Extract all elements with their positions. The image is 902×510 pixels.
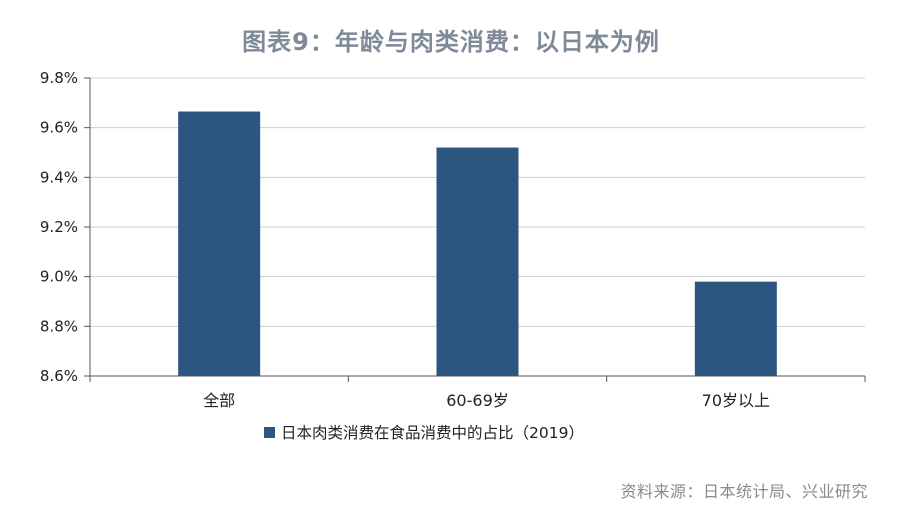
chart-title: 图表9：年龄与肉类消费：以日本为例 [242, 28, 660, 56]
legend: 日本肉类消费在食品消费中的占比（2019） [264, 424, 584, 442]
bar [694, 281, 777, 376]
y-tick-label: 9.8% [40, 69, 78, 87]
y-tick-label: 9.6% [40, 119, 78, 137]
bar-chart: 8.6% 8.8% 9.0% 9.2% 9.4% 9.6% 9.8% 全部 60-69岁 70岁… [40, 69, 866, 442]
legend-label: 日本肉类消费在食品消费中的占比（2019） [281, 424, 584, 442]
x-category-label: 60-69岁 [446, 391, 509, 410]
axes [89, 78, 866, 382]
x-axis-categories: 全部 60-69岁 70岁以上 [203, 391, 770, 410]
x-category-label: 全部 [203, 391, 235, 410]
bar [178, 111, 261, 377]
y-tick-label: 9.4% [40, 168, 78, 186]
y-tick-label: 8.8% [40, 317, 78, 335]
source-note: 资料来源：日本统计局、兴业研究 [620, 482, 868, 501]
y-tick-label: 9.0% [40, 268, 78, 286]
x-category-label: 70岁以上 [702, 391, 770, 410]
y-tick-label: 9.2% [40, 218, 78, 236]
bar [436, 147, 519, 376]
bars [178, 111, 777, 377]
legend-swatch [264, 427, 275, 438]
y-axis-ticks: 8.6% 8.8% 9.0% 9.2% 9.4% 9.6% 9.8% [40, 69, 90, 385]
y-tick-label: 8.6% [40, 367, 78, 385]
